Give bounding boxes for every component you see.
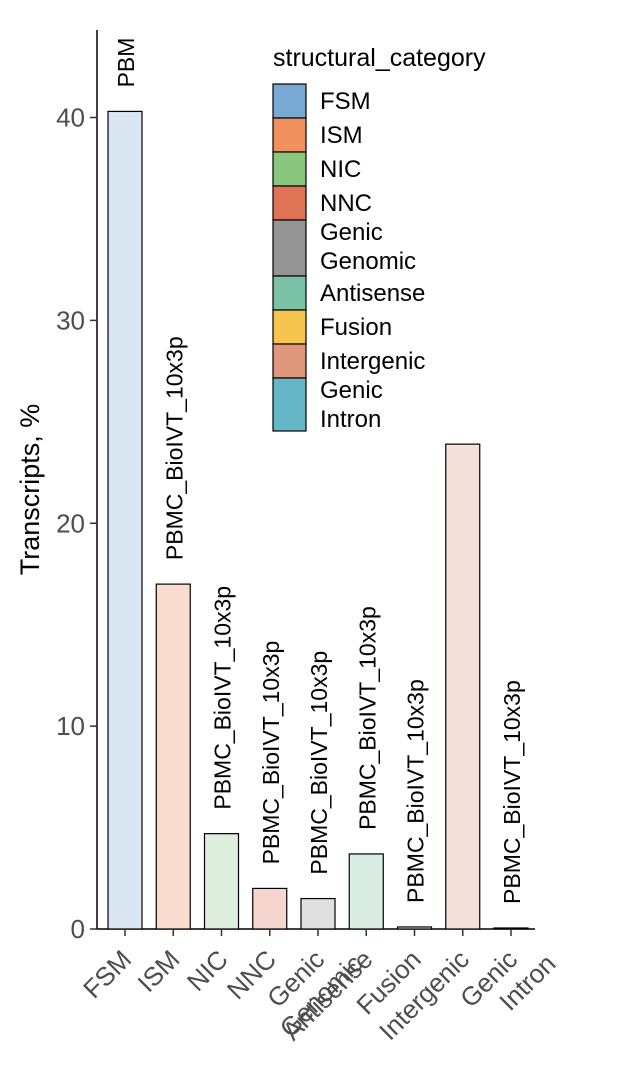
- legend-label-line: Intron: [320, 406, 381, 433]
- legend-label-line: Genomic: [320, 248, 416, 275]
- legend-label-line: Genic: [320, 377, 383, 404]
- bar-genic-intron: [493, 927, 529, 930]
- x-tick-label-line: FSM: [77, 944, 137, 1004]
- bar-antisense: [348, 853, 384, 930]
- legend-label-genic-intron: Genic Intron: [320, 377, 383, 433]
- legend-label-line: NIC: [320, 156, 361, 183]
- legend-key-ism: [272, 117, 307, 153]
- x-tick-label-fsm: FSM: [77, 944, 137, 1004]
- legend-label-fsm: FSM: [320, 88, 371, 115]
- legend-label-intergenic: Intergenic: [320, 348, 425, 375]
- legend-label-antisense: Antisense: [320, 280, 425, 307]
- bar-fsm: [107, 110, 143, 930]
- x-tick-label-line: ISM: [132, 944, 186, 998]
- bar-ism: [155, 583, 191, 930]
- legend-label-genic-genomic: Genic Genomic: [320, 219, 416, 275]
- y-tick-label: 30: [56, 305, 85, 335]
- legend-label-line: Intergenic: [320, 348, 425, 375]
- legend-label-line: FSM: [320, 88, 371, 115]
- bar-label-antisense: PBMC_BioIVT_10x3p: [354, 606, 380, 830]
- y-axis-title: Transcripts, %: [15, 404, 45, 576]
- bar-fusion: [396, 926, 433, 930]
- y-tick-label: 0: [71, 914, 85, 944]
- bar-intergenic: [445, 443, 481, 930]
- legend-key-nic: [272, 151, 307, 187]
- legend-key-fsm: [272, 83, 307, 119]
- legend-key-nnc: [272, 185, 307, 221]
- bar-label-nic: PBMC_BioIVT_10x3p: [210, 586, 236, 810]
- legend-title: structural_category: [273, 44, 486, 72]
- bar-label-fsm: PBM: [113, 38, 139, 88]
- legend-label-line: NNC: [320, 190, 372, 217]
- bar-label-ism: PBMC_BioIVT_10x3p: [161, 336, 187, 560]
- legend-key-fusion: [272, 309, 307, 345]
- legend-key-antisense: [272, 275, 307, 311]
- legend-key-intergenic: [272, 343, 307, 379]
- x-tick-label-genic-intron: GenicIntron: [454, 927, 561, 1034]
- bar-nnc: [252, 887, 288, 930]
- legend-label-nnc: NNC: [320, 190, 372, 217]
- y-tick-label: 20: [56, 508, 85, 538]
- y-tick-label: 40: [56, 103, 85, 133]
- legend-label-line: Antisense: [320, 280, 425, 307]
- legend-label-line: Fusion: [320, 314, 392, 341]
- bar-label-fusion: PBMC_BioIVT_10x3p: [403, 679, 429, 903]
- legend-key-genic-intron: [272, 377, 307, 432]
- y-tick-label: 10: [56, 711, 85, 741]
- bar-nic: [203, 833, 240, 930]
- bar-label-genic-intron: PBMC_BioIVT_10x3p: [499, 680, 525, 904]
- bar-label-genic-genomic: PBMC_BioIVT_10x3p: [306, 651, 332, 875]
- legend-label-nic: NIC: [320, 156, 361, 183]
- bar-genic-genomic: [300, 897, 336, 930]
- bar-label-nnc: PBMC_BioIVT_10x3p: [258, 641, 284, 865]
- legend-label-line: Genic: [320, 219, 383, 246]
- legend-key-genic-genomic: [272, 219, 307, 277]
- legend-label-line: ISM: [320, 122, 363, 149]
- legend-label-fusion: Fusion: [320, 314, 392, 341]
- legend-label-ism: ISM: [320, 122, 363, 149]
- x-tick-label-ism: ISM: [132, 944, 186, 998]
